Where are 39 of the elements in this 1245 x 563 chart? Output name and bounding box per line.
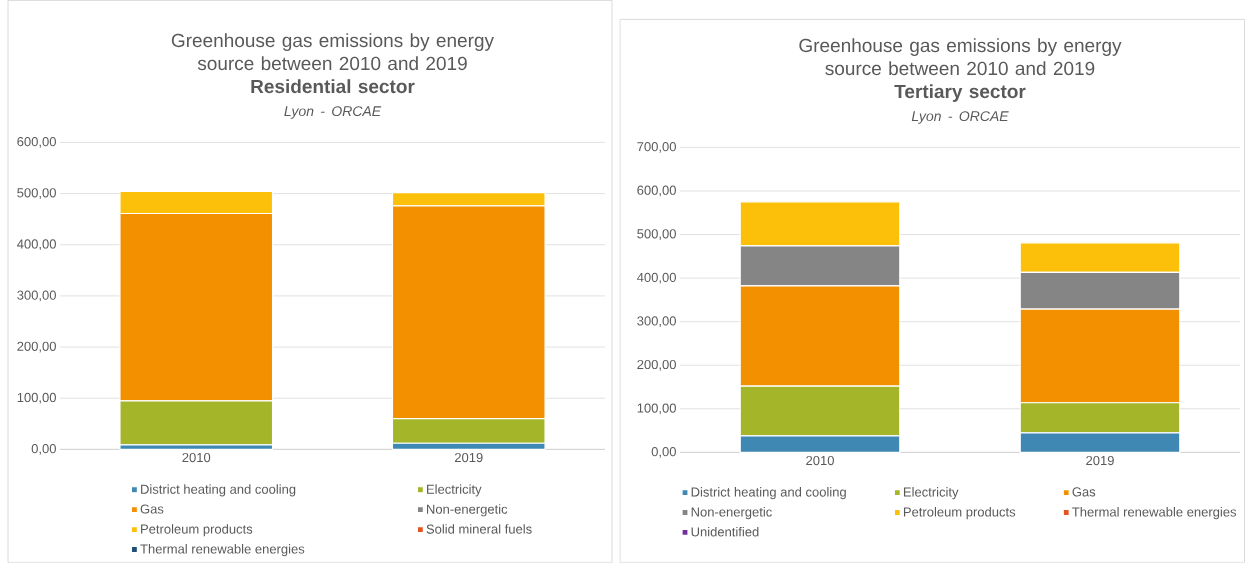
y-tick-label: 500,00 [17,188,56,200]
legend-label: Thermal renewable energies [1072,507,1237,520]
legend-label: Solid mineral fuels [426,524,532,534]
legend-label: District heating and cooling [691,487,846,500]
y-tick-label: 600,00 [637,185,676,197]
y-tick-label: 0,00 [31,444,56,455]
legend-label: Electricity [903,487,959,500]
text: Lyon - ORCAE [911,111,1009,124]
y-tick-label: 200,00 [637,359,676,371]
legend-label: Gas [140,504,164,514]
legend-label: Non-energetic [691,507,772,520]
legend-label: Non-energetic [427,504,508,517]
y-tick-label: 300,00 [637,316,676,328]
x-tick-label: 2010 [182,453,211,463]
y-tick-label: 300,00 [17,290,56,302]
y-tick-label: 700,00 [637,142,676,153]
y-tick-label: 100,00 [17,392,56,404]
chart-title: Greenhouse gas emissions by energy source between 2010 and 2019 [171,33,494,71]
chart-subtitle: Residential sector [251,79,415,94]
chart-subtitle: Tertiary sector [894,84,1026,102]
y-tick-label: 100,00 [637,403,676,415]
legend-label: Gas [1072,487,1096,497]
legend-label: District heating and cooling [141,484,296,497]
y-tick-label: 500,00 [637,229,676,241]
legend-label: Thermal renewable energies [140,544,305,557]
text: Lyon - ORCAE [284,106,382,119]
y-tick-label: 0,00 [651,447,676,458]
legend-label: Unidentified [691,527,759,537]
y-tick-label: 400,00 [637,272,676,284]
y-tick-label: 200,00 [17,341,56,353]
x-tick-label: 2010 [806,456,834,466]
legend-label: Petroleum products [903,507,1016,520]
legend-label: Electricity [427,484,482,497]
legend-label: Petroleum products [141,524,253,537]
y-tick-label: 400,00 [17,239,56,251]
chart-title: Greenhouse gas emissions by energy source between 2010 and 2019 [799,38,1122,76]
x-tick-label: 2019 [454,453,483,463]
y-tick-label: 600,00 [17,137,56,148]
x-tick-label: 2019 [1086,456,1114,466]
